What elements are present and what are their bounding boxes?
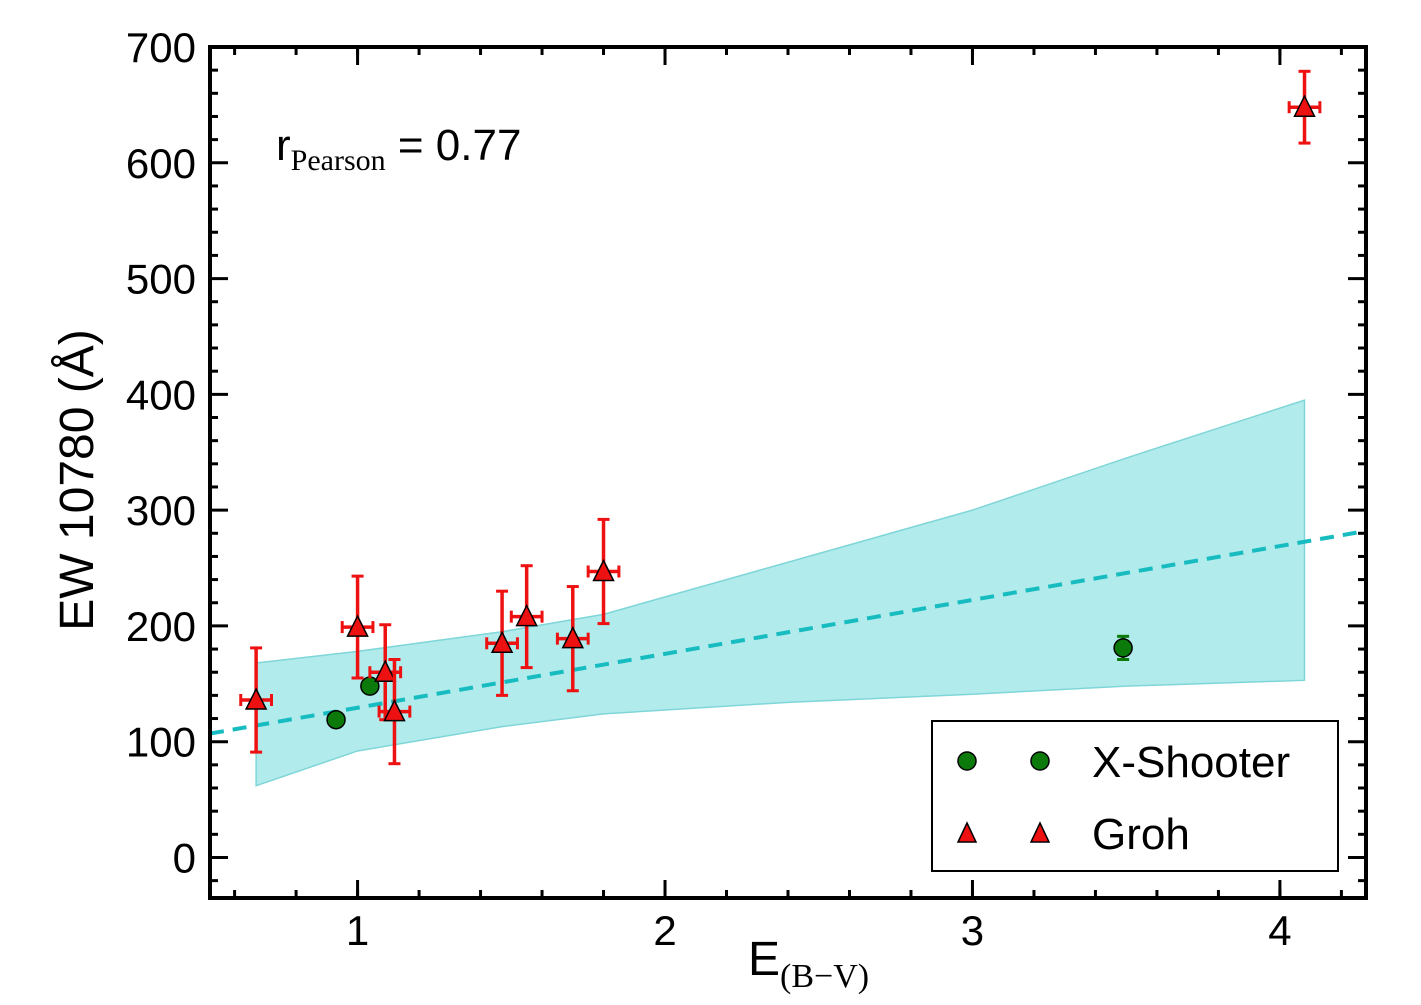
x-axis-title: E(B−V) — [748, 933, 869, 995]
groh-marker — [374, 659, 397, 682]
legend-box — [931, 720, 1339, 872]
pearson-value: = 0.77 — [386, 121, 522, 170]
legend-xshooter-marker-2 — [1030, 751, 1050, 771]
groh-point — [1287, 69, 1322, 145]
groh-point — [555, 585, 590, 693]
groh-marker — [515, 603, 538, 627]
fit-line — [210, 529, 1366, 736]
fit-line-layer — [210, 529, 1366, 736]
y-tick-label: 700 — [126, 24, 196, 71]
y-tick-label: 0 — [173, 834, 196, 881]
x-axis-title-main: E — [748, 933, 780, 986]
y-tick-label: 200 — [126, 603, 196, 650]
groh-point — [377, 657, 412, 766]
y-tick-label: 600 — [126, 140, 196, 187]
groh-point — [485, 589, 519, 697]
y-axis-title: EW 10780 (Å) — [51, 329, 104, 630]
legend: X-Shooter Groh — [931, 720, 1339, 872]
groh-marker — [383, 698, 406, 722]
pearson-annotation: rPearson = 0.77 — [276, 121, 521, 177]
y-tick-label: 300 — [126, 487, 196, 534]
x-shooter-marker — [326, 709, 346, 730]
confidence-band — [255, 399, 1306, 787]
groh-marker — [592, 558, 615, 582]
x-shooter-marker — [1113, 638, 1133, 658]
groh-point — [368, 623, 403, 722]
groh-marker — [244, 687, 268, 710]
groh-marker — [346, 614, 369, 637]
x-shooter-point — [326, 709, 346, 730]
x-tick-label: 4 — [1268, 907, 1291, 954]
legend-xshooter-marker-1 — [957, 751, 977, 771]
groh-point — [586, 517, 621, 626]
groh-marker — [1293, 94, 1316, 117]
x-shooter-point — [1113, 634, 1133, 661]
pearson-subscript: Pearson — [291, 144, 386, 177]
x-tick-label: 3 — [961, 907, 984, 954]
y-tick-label: 100 — [126, 719, 196, 766]
groh-point — [340, 574, 375, 680]
groh-marker — [490, 630, 514, 654]
confidence-band-layer — [255, 399, 1306, 787]
x-axis-title-subscript: (B−V) — [780, 958, 869, 995]
y-tick-label: 400 — [126, 371, 196, 418]
groh-point — [239, 646, 273, 754]
x-tick-label: 1 — [346, 907, 369, 954]
legend-groh-marker-1 — [956, 821, 978, 843]
tick-labels-layer: 1 2 3 4 0 100 200 300 400 500 600 700 — [126, 24, 1292, 954]
pearson-r: r — [276, 121, 291, 170]
legend-groh-label: Groh — [1092, 810, 1190, 859]
x-tick-label: 2 — [653, 907, 676, 954]
data-points-layer — [239, 69, 1322, 766]
plot-frame — [208, 45, 1368, 900]
groh-marker — [561, 625, 585, 649]
groh-point — [509, 564, 544, 670]
legend-xshooter-label: X-Shooter — [1092, 738, 1290, 787]
y-tick-label: 500 — [126, 256, 196, 303]
legend-groh-marker-2 — [1029, 821, 1051, 843]
